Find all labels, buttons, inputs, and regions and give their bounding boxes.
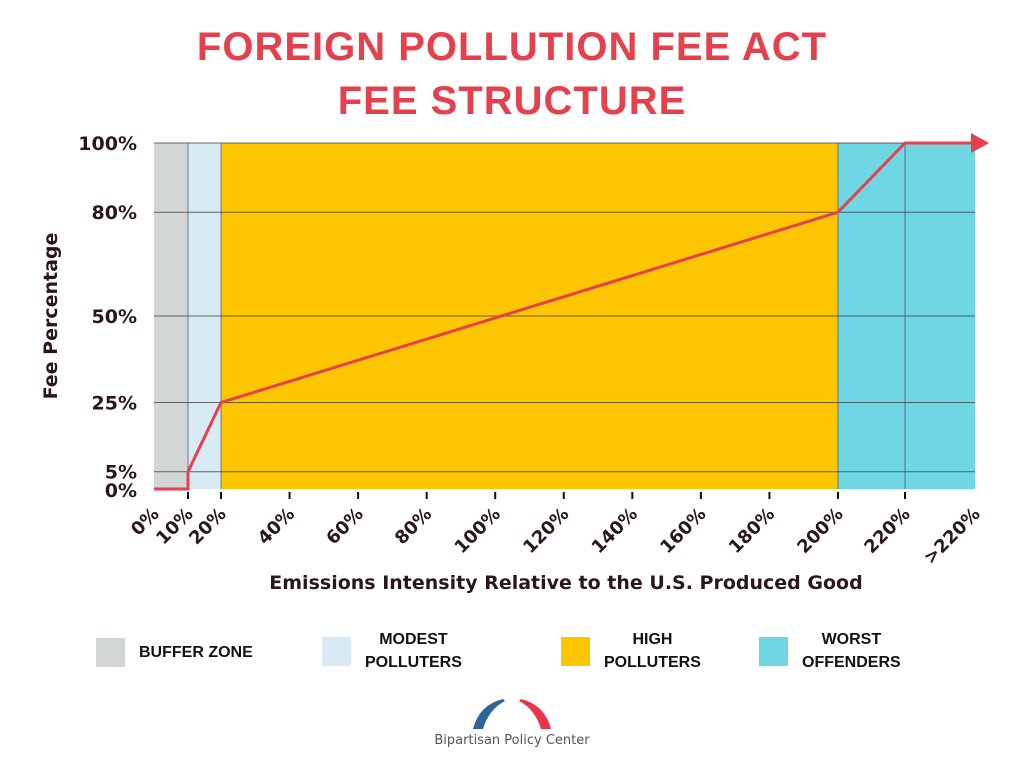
bridge-arch-icon — [473, 699, 551, 729]
y-tick-label: 5% — [105, 462, 137, 484]
x-tick-label: 140% — [588, 504, 642, 558]
y-axis-ticks: 0%5% 25% 50% 80% 100% — [78, 133, 137, 502]
x-tick-label: 100% — [451, 504, 505, 558]
legend-swatch — [322, 636, 351, 666]
legend-item-high-polluters: HIGH POLLUTERS — [561, 628, 701, 674]
organization-name: Bipartisan Policy Center — [434, 733, 590, 748]
x-tick-label: 20% — [185, 504, 230, 549]
x-tick-label: 200% — [793, 504, 847, 558]
legend-label-line: POLLUTERS — [604, 654, 701, 671]
legend-label-line: HIGH — [632, 631, 673, 648]
chart-title-line-1: FOREIGN POLLUTION FEE ACT — [196, 25, 828, 69]
arrow-head-icon — [971, 133, 989, 153]
legend-label: MODEST POLLUTERS — [365, 628, 462, 674]
series-layer — [153, 133, 989, 491]
x-axis-label: Emissions Intensity Relative to the U.S.… — [269, 572, 862, 594]
x-tick-label: 40% — [254, 504, 299, 549]
y-axis-label: Fee Percentage — [40, 233, 62, 400]
bpc-logo — [0, 695, 1024, 739]
x-tick-label: 120% — [519, 504, 573, 558]
y-tick-label: 80% — [92, 202, 137, 224]
legend-label-line: POLLUTERS — [365, 654, 462, 671]
y-tick-label: 25% — [92, 393, 137, 415]
legend-label-line: WORST — [821, 631, 882, 648]
y-tick-label: 100% — [78, 133, 137, 155]
x-tick-label: 60% — [322, 504, 367, 549]
x-tick-label: 180% — [725, 504, 779, 558]
x-tick-label: 220% — [860, 504, 914, 558]
legend-label-line: BUFFER ZONE — [139, 644, 253, 661]
x-axis-ticks: 0%10%20% 40% 60% 80% 100% 120% 140% 160% 180% 200… — [127, 492, 985, 569]
x-tick-label: >220% — [920, 504, 985, 569]
legend-label: BUFFER ZONE — [139, 641, 253, 664]
y-tick-label: 0% — [105, 480, 137, 502]
legend: BUFFER ZONE MODEST POLLUTERS HIGH POLLUT… — [0, 628, 1024, 678]
x-tick-label: 10% — [152, 504, 197, 549]
legend-swatch — [96, 638, 125, 667]
x-tick-label: 80% — [391, 504, 436, 549]
legend-label: HIGH POLLUTERS — [604, 628, 701, 674]
legend-item-modest-polluters: MODEST POLLUTERS — [322, 628, 462, 674]
legend-swatch — [759, 636, 788, 666]
legend-label-line: OFFENDERS — [802, 654, 901, 671]
legend-label: WORST OFFENDERS — [802, 628, 901, 674]
legend-item-buffer-zone: BUFFER ZONE — [96, 638, 253, 667]
chart-title-line-2: FEE STRUCTURE — [337, 79, 687, 123]
legend-item-worst-offenders: WORST OFFENDERS — [759, 628, 901, 674]
y-tick-label: 50% — [92, 306, 137, 328]
fee-structure-chart: 0%5% 25% 50% 80% 100% 0% 10%20% 40% 60% 80% 100% 1… — [40, 133, 989, 594]
legend-swatch — [561, 636, 590, 666]
x-tick-label: 160% — [656, 504, 710, 558]
legend-label-line: MODEST — [379, 631, 448, 648]
